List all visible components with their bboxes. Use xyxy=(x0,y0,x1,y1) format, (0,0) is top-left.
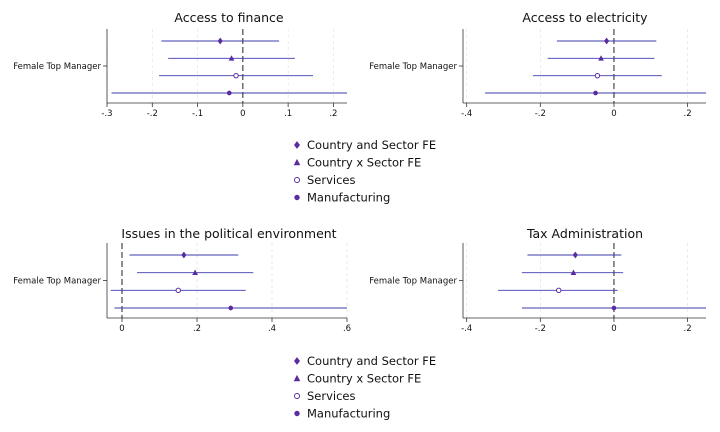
panel-title: Access to electricity xyxy=(522,10,648,25)
panel-title: Tax Administration xyxy=(526,226,643,241)
x-tick-label: 0 xyxy=(240,109,245,119)
legend-label: Manufacturing xyxy=(307,191,390,205)
legend-marker-2 xyxy=(293,158,301,166)
x-tick-label: .2 xyxy=(684,109,692,119)
y-row-label: Female Top Manager xyxy=(369,277,457,287)
x-tick-label: -.4 xyxy=(461,324,472,334)
estimate-marker-4 xyxy=(228,305,234,311)
legend-marker-2 xyxy=(293,374,301,382)
x-tick-label: .2 xyxy=(193,324,201,334)
estimate-marker-3 xyxy=(233,72,239,79)
x-tick-label: .4 xyxy=(268,324,276,334)
legend-marker-4 xyxy=(294,410,300,417)
x-tick-label: -.2 xyxy=(535,324,546,334)
x-tick-label: 0 xyxy=(611,109,616,119)
legend-marker-3 xyxy=(293,176,301,184)
legend-label: Manufacturing xyxy=(307,407,390,421)
panel-title: Issues in the political environment xyxy=(121,226,336,241)
y-row-label: Female Top Manager xyxy=(13,62,101,72)
x-tick-label: .2 xyxy=(684,324,692,334)
estimate-marker-1 xyxy=(572,251,578,259)
estimate-marker-3 xyxy=(556,287,562,294)
x-tick-label: .6 xyxy=(343,324,351,334)
estimate-marker-4 xyxy=(226,90,232,96)
legend-marker-3 xyxy=(293,392,301,400)
estimate-marker-1 xyxy=(181,251,187,259)
legend-label: Country and Sector FE xyxy=(307,354,436,368)
estimate-marker-1 xyxy=(603,37,610,45)
panel-1: Access to finance -.3 -.2 -.1 0 .1 .2 Female To… xyxy=(13,10,347,119)
x-tick-label: .1 xyxy=(284,109,292,119)
x-tick-label: -.4 xyxy=(461,109,472,119)
legend-1: Country and Sector FE Country x Sector FE… xyxy=(293,138,436,205)
legend-marker-1 xyxy=(294,141,300,149)
legend-marker-1 xyxy=(294,357,300,365)
legend-label: Services xyxy=(307,173,356,187)
estimate-marker-3 xyxy=(175,287,181,294)
estimate-marker-2 xyxy=(598,55,604,61)
x-tick-label: 0 xyxy=(119,324,124,334)
x-tick-label: -.3 xyxy=(101,109,112,119)
y-row-label: Female Top Manager xyxy=(369,62,457,72)
x-tick-label: -.2 xyxy=(535,109,546,119)
x-tick-label: .2 xyxy=(329,109,337,119)
panel-4: Tax Administration -.4 -.2 0 .2 Female Top Ma… xyxy=(369,226,706,334)
estimate-marker-2 xyxy=(228,55,235,61)
estimate-marker-2 xyxy=(570,269,577,276)
estimate-marker-1 xyxy=(217,37,223,45)
estimate-marker-4 xyxy=(611,305,617,311)
x-tick-label: -.2 xyxy=(147,109,158,119)
x-tick-label: 0 xyxy=(611,324,616,334)
y-row-label: Female Top Manager xyxy=(13,277,101,287)
legend-label: Country x Sector FE xyxy=(307,156,421,170)
estimate-marker-4 xyxy=(593,90,598,96)
x-tick-label: -.1 xyxy=(192,109,203,119)
panel-2: Access to electricity -.4 -.2 0 .2 Female Top… xyxy=(369,10,706,119)
legend-marker-4 xyxy=(294,194,300,201)
legend-label: Country and Sector FE xyxy=(307,138,436,152)
legend-2: Country and Sector FE Country x Sector FE… xyxy=(293,354,436,421)
legend-label: Services xyxy=(307,389,356,403)
estimate-marker-2 xyxy=(192,269,198,276)
panel-title: Access to finance xyxy=(174,10,284,25)
panel-3: Issues in the political environment 0 .2 .4… xyxy=(13,226,351,334)
estimate-marker-3 xyxy=(594,72,601,79)
legend-label: Country x Sector FE xyxy=(307,372,421,386)
